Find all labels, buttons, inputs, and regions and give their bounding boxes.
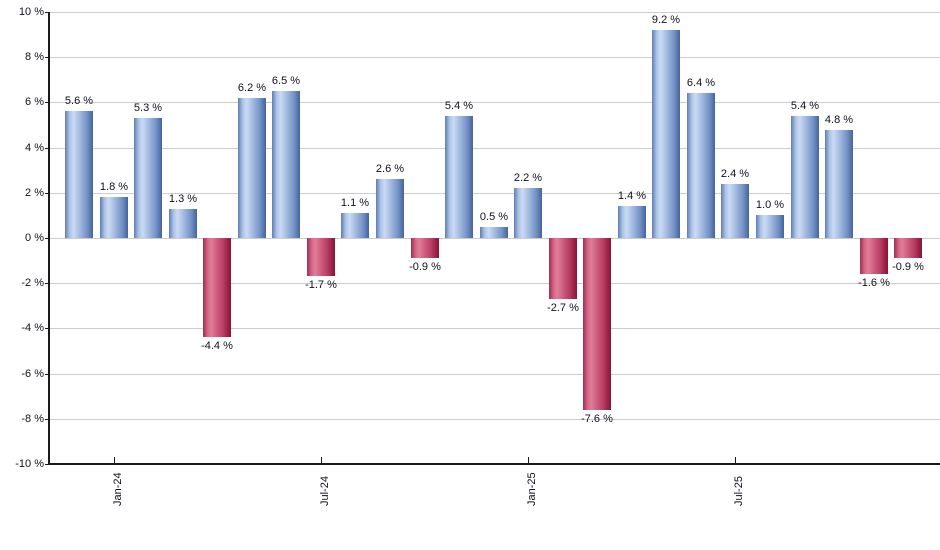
x-axis-tick	[735, 457, 736, 463]
y-axis-tick	[45, 57, 50, 58]
x-axis-line	[48, 463, 940, 465]
bar-Jul-25[interactable]	[721, 184, 749, 238]
x-axis-tick-label: Jan-25	[526, 472, 538, 506]
y-axis-tick-label: -10 %	[15, 458, 44, 470]
y-axis-tick	[45, 374, 50, 375]
bar-value-label: 1.8 %	[99, 181, 129, 193]
bar-Jun-25[interactable]	[687, 93, 715, 238]
bar-value-label: 6.2 %	[237, 82, 267, 94]
bar-value-label: 4.8 %	[824, 114, 854, 126]
x-axis-tick-label: Jul-25	[733, 476, 745, 506]
y-axis-tick	[45, 12, 50, 13]
bar-Oct-25[interactable]	[825, 130, 853, 238]
bar-May-25[interactable]	[652, 30, 680, 238]
gridline	[50, 419, 940, 420]
bar-value-label: 2.4 %	[720, 168, 750, 180]
bar-value-label: 5.4 %	[444, 100, 474, 112]
bar-value-label: 2.6 %	[375, 163, 405, 175]
bar-Jun-24[interactable]	[272, 91, 300, 238]
y-axis-tick-label: 0 %	[25, 232, 44, 244]
bar-value-label: 1.4 %	[617, 190, 647, 202]
bar-Sep-25[interactable]	[791, 116, 819, 238]
y-axis-tick-label: 10 %	[18, 6, 44, 18]
y-axis-line	[48, 12, 50, 464]
y-axis-tick-label: -4 %	[21, 322, 44, 334]
bar-value-label: 0.5 %	[479, 211, 509, 223]
bar-Apr-25[interactable]	[618, 206, 646, 238]
bar-value-label: -7.6 %	[581, 413, 613, 425]
gridline	[50, 148, 940, 149]
gridline	[50, 57, 940, 58]
bar-value-label: 1.1 %	[340, 197, 370, 209]
y-axis-tick-label: 8 %	[25, 51, 44, 63]
y-axis-tick-label: 2 %	[25, 187, 44, 199]
bar-value-label: 5.6 %	[64, 95, 94, 107]
gridline	[50, 328, 940, 329]
y-axis-tick	[45, 464, 50, 465]
bar-Mar-24[interactable]	[169, 209, 197, 238]
bar-Jan-24[interactable]	[100, 197, 128, 238]
y-axis-tick-label: -8 %	[21, 413, 44, 425]
x-axis-tick	[321, 457, 322, 463]
y-axis-tick-label: 6 %	[25, 96, 44, 108]
x-axis-tick-label: Jan-24	[112, 472, 124, 506]
bar-value-label: -0.9 %	[409, 261, 441, 273]
bar-May-24[interactable]	[238, 98, 266, 238]
bar-Nov-25[interactable]	[860, 238, 888, 274]
bar-Dec-24[interactable]	[480, 227, 508, 238]
gridline	[50, 12, 940, 13]
gridline	[50, 193, 940, 194]
x-axis-tick	[114, 457, 115, 463]
y-axis-tick	[45, 328, 50, 329]
bar-Nov-24[interactable]	[445, 116, 473, 238]
y-axis-tick	[45, 193, 50, 194]
bar-value-label: 2.2 %	[513, 172, 543, 184]
bar-Dec-23[interactable]	[65, 111, 93, 238]
y-axis-tick	[45, 102, 50, 103]
gridline	[50, 283, 940, 284]
bar-value-label: -0.9 %	[892, 261, 924, 273]
bar-value-label: 1.3 %	[168, 193, 198, 205]
gridline	[50, 374, 940, 375]
bar-value-label: 5.4 %	[790, 100, 820, 112]
y-axis-tick	[45, 283, 50, 284]
bar-value-label: -1.7 %	[305, 279, 337, 291]
bar-value-label: 5.3 %	[133, 102, 163, 114]
bar-Jul-24[interactable]	[307, 238, 335, 276]
bar-Oct-24[interactable]	[411, 238, 439, 258]
bar-Feb-24[interactable]	[134, 118, 162, 238]
x-axis-tick-label: Jul-24	[319, 476, 331, 506]
y-axis-tick-label: -6 %	[21, 368, 44, 380]
bar-value-label: 9.2 %	[651, 14, 681, 26]
y-axis-tick	[45, 419, 50, 420]
y-axis-tick-label: -2 %	[21, 277, 44, 289]
bar-value-label: -2.7 %	[547, 302, 579, 314]
bar-Apr-24[interactable]	[203, 238, 231, 337]
bar-Jan-25[interactable]	[514, 188, 542, 238]
bar-Mar-25[interactable]	[583, 238, 611, 410]
bar-value-label: -1.6 %	[858, 277, 890, 289]
gridline	[50, 238, 940, 239]
y-axis-tick-label: 4 %	[25, 142, 44, 154]
bar-Sep-24[interactable]	[376, 179, 404, 238]
y-axis-tick	[45, 148, 50, 149]
bar-value-label: 6.4 %	[686, 77, 716, 89]
bar-value-label: 1.0 %	[755, 199, 785, 211]
bar-value-label: -4.4 %	[201, 340, 233, 352]
bar-Dec-25[interactable]	[894, 238, 922, 258]
y-axis-tick	[45, 238, 50, 239]
bar-Feb-25[interactable]	[549, 238, 577, 299]
bar-Aug-25[interactable]	[756, 215, 784, 238]
bar-value-label: 6.5 %	[271, 75, 301, 87]
bar-Aug-24[interactable]	[341, 213, 369, 238]
gridline	[50, 102, 940, 103]
x-axis-tick	[528, 457, 529, 463]
